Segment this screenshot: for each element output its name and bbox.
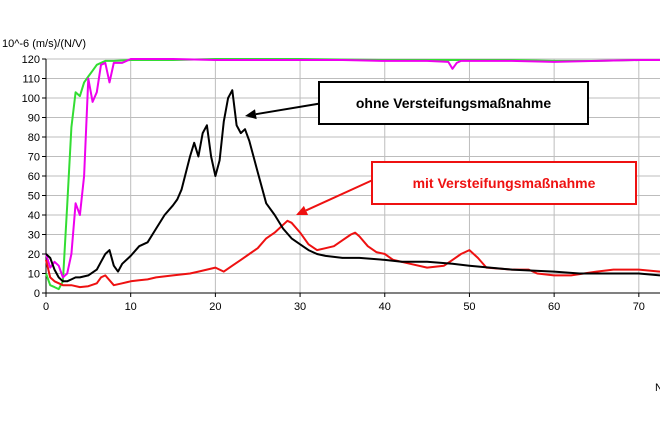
series-line-red [45,219,660,289]
x-tick-label: 0 [43,301,49,313]
annotation-arrow-shaft [255,102,324,116]
y-tick-label: 90 [28,113,40,125]
x-tick-label: 20 [209,301,221,313]
x-tick-label: 30 [294,301,306,313]
y-tick-label: 40 [28,210,40,222]
y-tick-label: 120 [22,54,40,66]
annotation-box [371,161,637,205]
y-tick-label: 60 [28,171,40,183]
x-tick-label: 40 [379,301,391,313]
y-tick-label: 110 [22,74,40,86]
annotations: ohne Versteifungsmaßnahme mit Versteifung… [245,81,637,215]
annotation-ohne: ohne Versteifungsmaßnahme [245,81,589,125]
annotation-text: ohne Versteifungsmaßnahme [356,95,551,111]
axes [42,58,660,297]
tick-labels: 0 10 20 30 40 50 60 70 80 90 100 110 120 0 10 20 30 40 50 6… [22,54,645,313]
y-tick-label: 20 [28,249,40,261]
annotation-mit: mit Versteifungsmaßnahme [296,161,637,215]
x-tick-label: 60 [548,301,560,313]
annotation-text: mit Versteifungsmaßnahme [413,175,596,191]
annotation-arrow-head [245,109,257,120]
annotation-arrow-head [296,205,309,215]
x-tick-label: 50 [463,301,475,313]
series-group [45,58,660,291]
cropped-edge-label: N [655,382,660,394]
y-tick-label: 100 [22,93,40,105]
series-line-magenta [45,58,660,279]
y-tick-label: 80 [28,132,40,144]
y-tick-label: 10 [28,269,40,281]
y-axis-unit-label: 10^-6 (m/s)/(N/V) [2,38,86,50]
y-tick-label: 50 [28,191,40,203]
y-tick-label: 70 [28,152,40,164]
y-tick-label: 30 [28,230,40,242]
x-tick-label: 10 [125,301,137,313]
series-line-black [45,89,660,283]
annotation-arrow-shaft [305,178,376,212]
annotation-box [318,81,589,125]
y-tick-label: 0 [34,288,40,300]
x-tick-label: 70 [633,301,645,313]
